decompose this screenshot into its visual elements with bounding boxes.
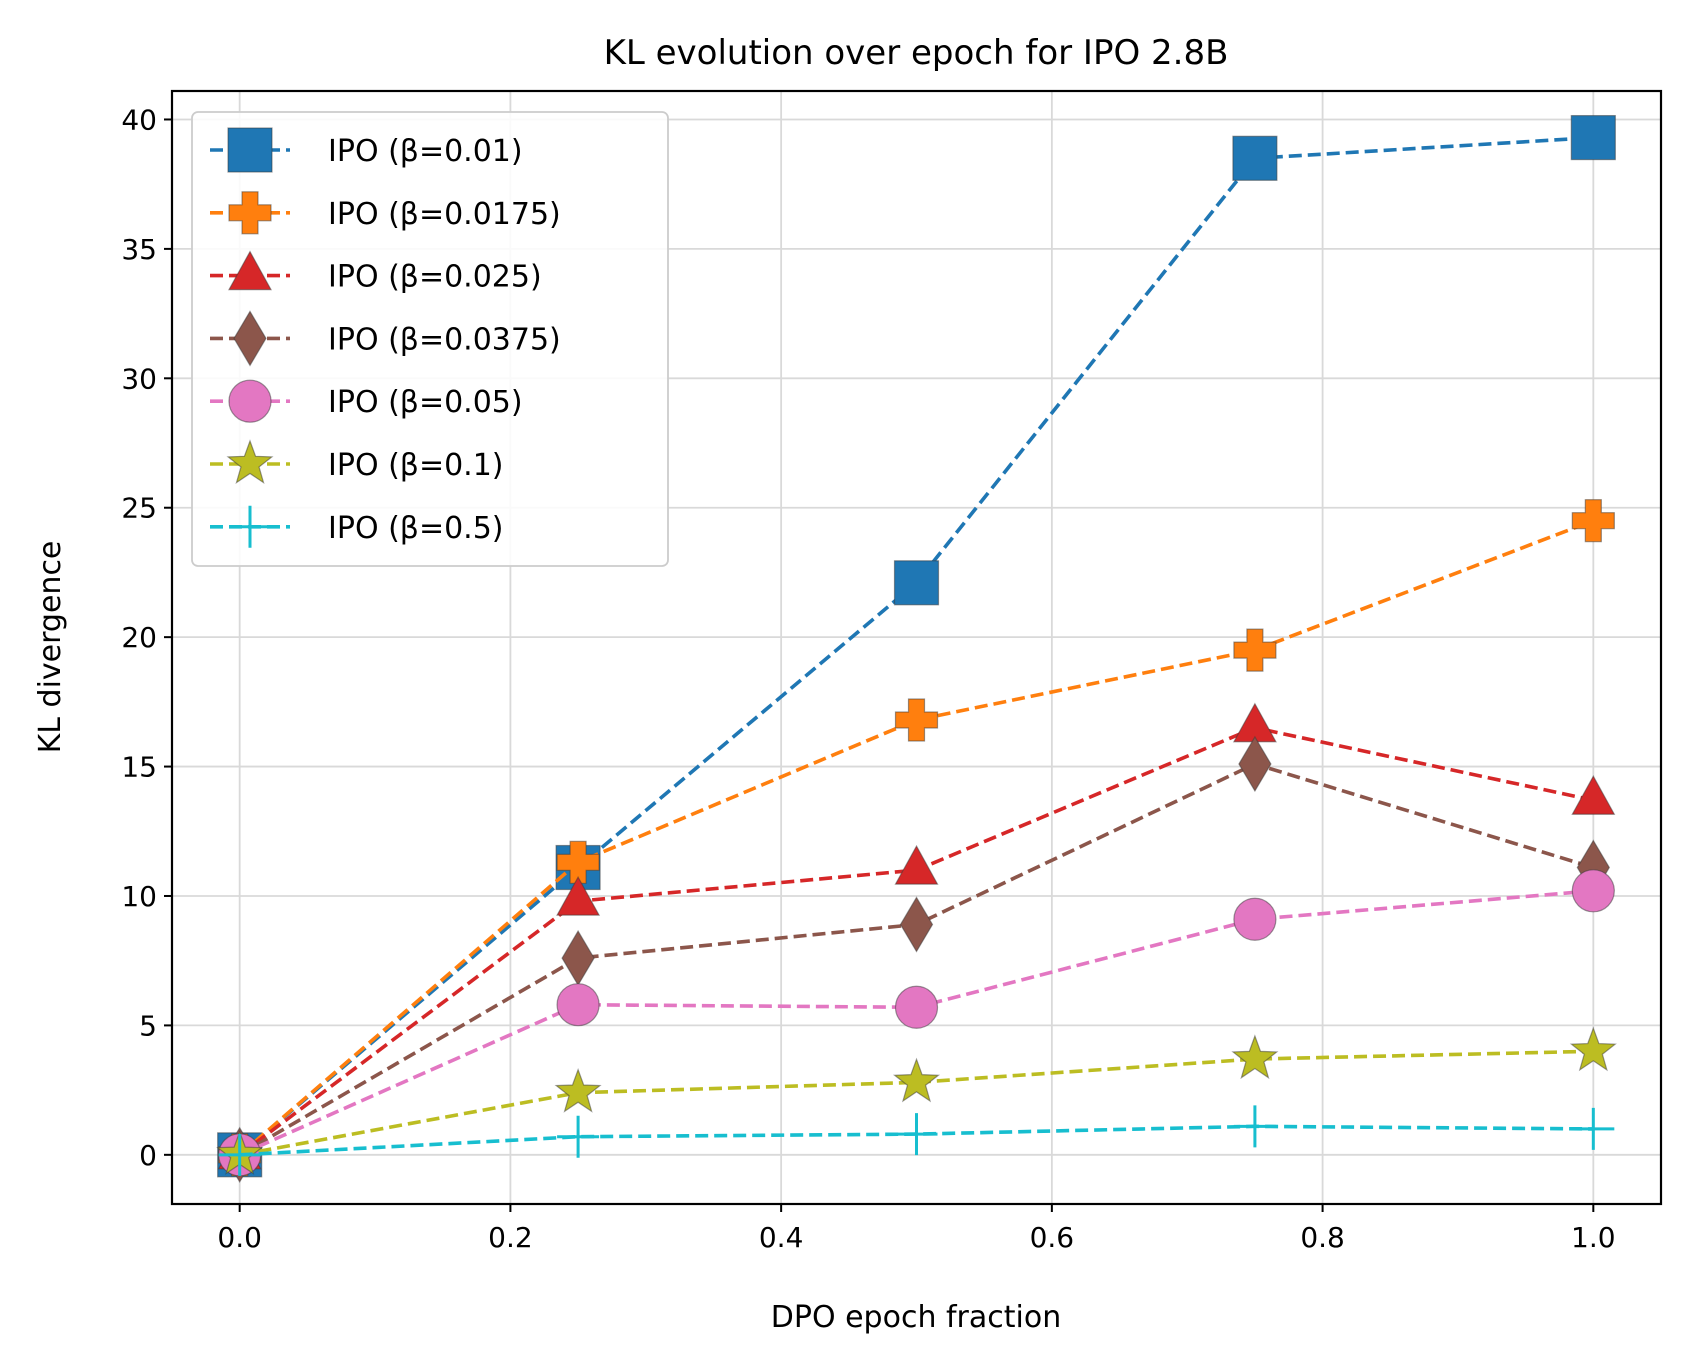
series-line — [238, 518, 1594, 1157]
series-plus — [218, 1105, 1615, 1176]
data-point — [218, 1133, 261, 1176]
grid — [172, 91, 1661, 1204]
axes-frame — [170, 89, 1663, 1206]
y-tick-label: 0 — [139, 1139, 157, 1172]
legend-marker — [229, 505, 271, 548]
y-tick-label: 30 — [121, 362, 157, 395]
legend-item: IPO (β=0.025) — [210, 250, 542, 295]
legend-item: IPO (β=0.5) — [210, 505, 504, 548]
data-point — [899, 896, 934, 953]
legend-label: IPO (β=0.05) — [328, 385, 523, 420]
legend: IPO (β=0.01) IPO (β=0.0175) IPO (β=0.025) I… — [191, 111, 669, 567]
series-star — [216, 1026, 1617, 1175]
data-point — [895, 1113, 938, 1156]
legend-label: IPO (β=0.1) — [328, 448, 504, 483]
data-point — [1569, 1026, 1617, 1072]
data-point — [1232, 135, 1278, 181]
legend-item: IPO (β=0.01) — [210, 127, 523, 173]
y-tick-label: 35 — [121, 233, 157, 266]
data-point — [1571, 499, 1615, 543]
y-tick-label: 5 — [139, 1009, 157, 1042]
y-tick-label: 20 — [121, 621, 157, 654]
series-group — [216, 114, 1617, 1183]
x-tick-label: 0.2 — [488, 1221, 533, 1254]
legend-marker — [228, 191, 272, 235]
legend-item: IPO (β=0.1) — [210, 439, 504, 485]
data-point — [894, 844, 939, 885]
data-point — [556, 875, 601, 916]
legend-marker — [233, 310, 267, 367]
data-point — [892, 1057, 941, 1103]
data-point — [893, 560, 940, 606]
data-point — [1238, 735, 1272, 793]
y-tick-label: 25 — [121, 492, 157, 525]
legend-marker — [227, 250, 273, 291]
data-point — [894, 985, 939, 1029]
y-tick-label: 15 — [121, 751, 157, 784]
legend-frame — [191, 111, 669, 567]
legend-item: IPO (β=0.05) — [210, 379, 523, 423]
legend-marker — [226, 439, 274, 485]
x-tick-label: 0.0 — [217, 1221, 262, 1254]
data-point — [1571, 869, 1615, 913]
legend-marker — [227, 127, 273, 173]
x-tick-label: 0.6 — [1030, 1221, 1075, 1254]
legend-label: IPO (β=0.5) — [328, 511, 504, 546]
x-tick-label: 0.4 — [759, 1221, 804, 1254]
data-point — [894, 698, 939, 742]
data-point — [1233, 1105, 1276, 1148]
ticks: 0.0 0.2 0.4 0.6 0.8 1.0 0 5 10 15 20 25 30 35 40 — [121, 103, 1615, 1254]
data-point — [1231, 1034, 1279, 1080]
data-point — [1570, 114, 1616, 161]
y-tick-label: 40 — [121, 103, 157, 136]
chart-title: KL evolution over epoch for IPO 2.8B — [604, 33, 1229, 73]
data-point — [1233, 897, 1277, 941]
legend-label: IPO (β=0.025) — [328, 260, 542, 295]
data-point — [1571, 774, 1616, 815]
legend-item: IPO (β=0.0175) — [210, 191, 561, 235]
x-tick-label: 0.8 — [1300, 1221, 1345, 1254]
series-line — [239, 1049, 1594, 1157]
y-axis-label: KL divergence — [33, 541, 68, 754]
legend-label: IPO (β=0.01) — [328, 134, 523, 169]
y-tick-label: 10 — [121, 880, 157, 913]
data-point — [557, 1115, 600, 1158]
data-point — [556, 840, 600, 884]
data-point — [554, 1067, 602, 1113]
legend-label: IPO (β=0.0175) — [328, 197, 561, 232]
data-point — [1572, 1107, 1615, 1150]
legend-label: IPO (β=0.0375) — [328, 322, 561, 357]
legend-item: IPO (β=0.0375) — [210, 310, 561, 367]
data-point — [556, 983, 600, 1027]
data-point — [1233, 628, 1277, 672]
x-axis-label: DPO epoch fraction — [771, 1300, 1061, 1335]
x-tick-label: 1.0 — [1571, 1221, 1616, 1254]
legend-marker — [228, 379, 272, 423]
